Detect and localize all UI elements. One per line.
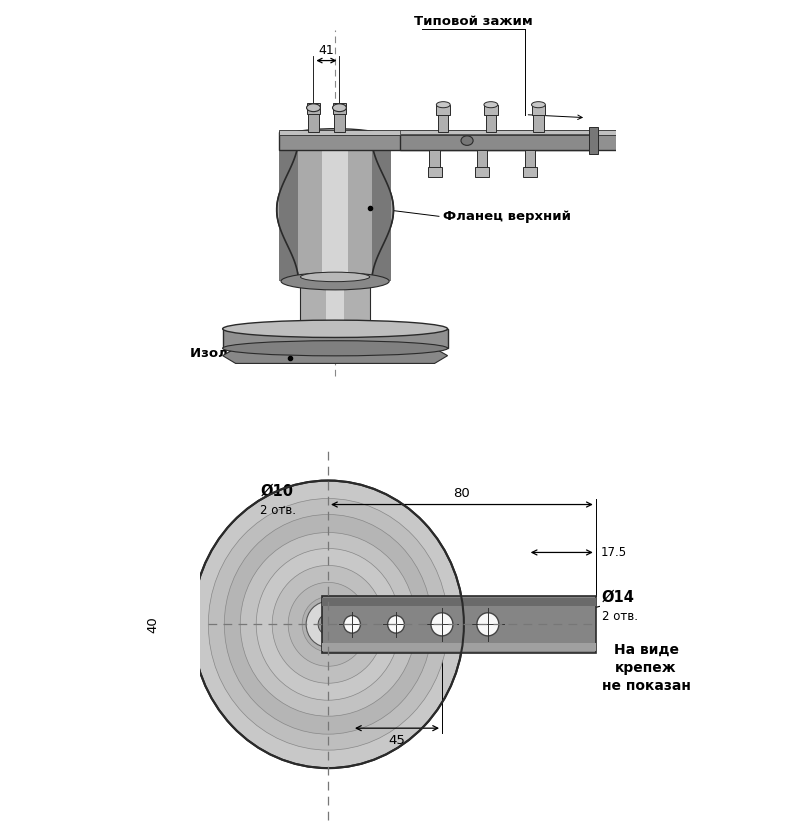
- Ellipse shape: [256, 548, 400, 701]
- Ellipse shape: [306, 602, 350, 647]
- Bar: [301, 277, 370, 329]
- Bar: [400, 131, 594, 150]
- Text: 41: 41: [318, 44, 334, 57]
- Ellipse shape: [208, 498, 448, 750]
- Bar: [430, 150, 440, 174]
- Bar: [590, 127, 598, 154]
- Bar: [525, 150, 535, 174]
- Bar: [222, 329, 447, 349]
- Polygon shape: [277, 138, 394, 281]
- Bar: [438, 107, 449, 131]
- Bar: [322, 597, 596, 606]
- Text: 17.5: 17.5: [601, 546, 626, 559]
- Polygon shape: [372, 138, 391, 281]
- Ellipse shape: [192, 481, 464, 768]
- Bar: [523, 167, 537, 176]
- Ellipse shape: [272, 566, 384, 683]
- Bar: [477, 150, 487, 174]
- Bar: [486, 107, 496, 131]
- Ellipse shape: [288, 582, 368, 666]
- Text: На виде
крепеж
не показан: На виде крепеж не показан: [602, 642, 690, 693]
- Text: 45: 45: [389, 734, 406, 747]
- Text: Изоляция ОПН: Изоляция ОПН: [190, 346, 302, 359]
- Bar: [428, 167, 442, 176]
- Bar: [475, 167, 489, 176]
- Bar: [322, 596, 596, 653]
- Text: 80: 80: [454, 487, 470, 500]
- Ellipse shape: [431, 612, 453, 636]
- Ellipse shape: [318, 614, 338, 635]
- Ellipse shape: [302, 597, 354, 652]
- Bar: [484, 105, 498, 115]
- Text: Ø14: Ø14: [602, 589, 634, 604]
- Ellipse shape: [477, 612, 499, 636]
- Ellipse shape: [461, 136, 473, 146]
- Ellipse shape: [224, 514, 432, 734]
- Ellipse shape: [484, 102, 498, 107]
- Text: Фланец верхний: Фланец верхний: [443, 210, 571, 223]
- Text: 2 отв.: 2 отв.: [602, 611, 638, 623]
- Bar: [436, 105, 450, 115]
- Ellipse shape: [281, 129, 389, 148]
- Text: Ø10: Ø10: [260, 483, 294, 498]
- Bar: [400, 130, 594, 134]
- Ellipse shape: [333, 104, 346, 111]
- Ellipse shape: [222, 320, 447, 338]
- Polygon shape: [322, 138, 348, 281]
- Ellipse shape: [240, 532, 416, 716]
- Bar: [326, 277, 344, 329]
- Bar: [279, 131, 625, 150]
- Ellipse shape: [531, 102, 546, 107]
- Ellipse shape: [301, 272, 370, 282]
- Text: 40: 40: [146, 616, 159, 632]
- Ellipse shape: [281, 273, 389, 290]
- Bar: [534, 107, 544, 131]
- Bar: [306, 103, 320, 114]
- Text: Типовой зажим: Типовой зажим: [414, 15, 533, 28]
- Text: 2 отв.: 2 отв.: [260, 503, 296, 517]
- Ellipse shape: [436, 102, 450, 107]
- Ellipse shape: [344, 616, 361, 633]
- Ellipse shape: [222, 341, 447, 356]
- Bar: [279, 130, 625, 135]
- Bar: [531, 105, 546, 115]
- Ellipse shape: [306, 104, 320, 111]
- Ellipse shape: [388, 616, 404, 633]
- Polygon shape: [279, 138, 298, 281]
- Bar: [308, 107, 318, 131]
- Polygon shape: [222, 349, 447, 364]
- Bar: [333, 103, 346, 114]
- Bar: [334, 107, 345, 131]
- Bar: [322, 643, 596, 651]
